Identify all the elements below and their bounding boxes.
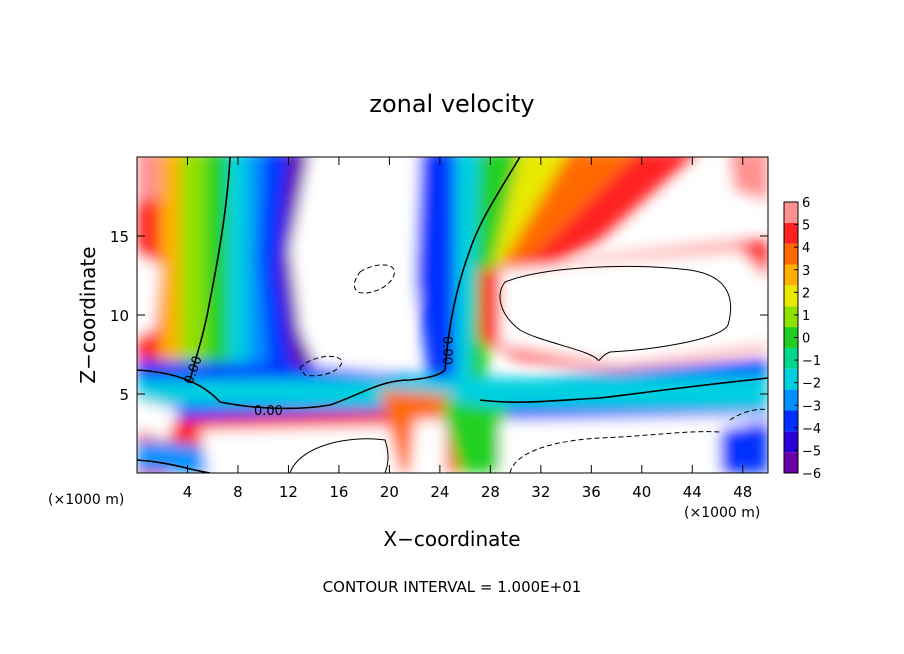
colorbar-swatch — [784, 222, 798, 244]
contour-zero-mid — [444, 157, 521, 371]
x-tick-label: 36 — [582, 483, 601, 501]
x-tick-label: 32 — [531, 483, 550, 501]
contour-interval: CONTOUR INTERVAL = 1.000E+01 — [323, 578, 582, 596]
colorbar-swatch — [784, 327, 798, 348]
colorbar-swatch — [784, 243, 798, 265]
colorbar-swatch — [784, 202, 798, 223]
contour-lines — [137, 157, 768, 473]
colorbar-tick-label: 1 — [802, 309, 810, 324]
x-tick-label: 20 — [380, 483, 399, 501]
colorbar-tick-label: 0 — [802, 332, 810, 347]
colorbar-swatch — [784, 306, 798, 328]
contour-zero-right — [479, 377, 768, 403]
colorbar-tick-label: 4 — [802, 241, 810, 256]
velocity-field — [137, 157, 768, 473]
colorbar-tick-label: −2 — [802, 377, 821, 392]
chart-title: zonal velocity — [369, 90, 534, 118]
contour-labels: 0.00 0.00 0.00 — [182, 336, 454, 419]
colorbar-swatch — [784, 368, 798, 390]
x-tick-label: 8 — [233, 483, 243, 501]
contour-zero-left — [189, 157, 231, 381]
colorbar-tick-label: −3 — [802, 399, 821, 414]
colorbar: 6 5 4 3 2 1 0 −1 −2 −3 −4 −5 −6 — [783, 196, 821, 482]
contour-positive-ring — [499, 265, 732, 361]
x-tick-label: 16 — [329, 483, 348, 501]
contour-dashed-br — [729, 408, 768, 421]
x-unit-right: (×1000 m) — [684, 505, 760, 521]
contour-zero-lower — [137, 369, 446, 410]
y-tick-label: 10 — [110, 307, 129, 325]
contour-dashed-lower — [299, 355, 343, 377]
contour-small-bottom — [289, 438, 389, 473]
x-axis-label: X−coordinate — [383, 527, 520, 551]
plot-area — [137, 157, 768, 473]
x-unit-left: (×1000 m) — [48, 492, 124, 508]
y-tick-label: 5 — [119, 386, 129, 404]
colorbar-tick-label: 6 — [802, 196, 810, 211]
x-tick-label: 28 — [481, 483, 500, 501]
colorbar-tick-label: −5 — [802, 444, 821, 459]
x-tick-label: 44 — [683, 483, 702, 501]
contour-zero-bottom — [137, 459, 211, 473]
x-tick-label: 48 — [733, 483, 752, 501]
colorbar-tick-label: 3 — [802, 264, 810, 279]
contour-dashed-upper — [353, 264, 395, 294]
colorbar-swatch — [784, 285, 798, 307]
colorbar-swatch — [784, 452, 798, 473]
x-tick-label: 24 — [430, 483, 449, 501]
y-axis-label: Z−coordinate — [76, 246, 100, 383]
contour-label: 0.00 — [254, 404, 283, 419]
colorbar-swatch — [784, 410, 798, 432]
x-tick-label: 40 — [632, 483, 651, 501]
x-tick-label: 4 — [183, 483, 193, 501]
colorbar-tick-label: 2 — [802, 286, 810, 301]
contour-label: 0.00 — [439, 336, 454, 365]
colorbar-swatch — [784, 431, 798, 453]
colorbar-swatch — [784, 389, 798, 411]
colorbar-tick-label: −1 — [802, 354, 821, 369]
colorbar-swatch — [784, 347, 798, 369]
colorbar-swatch — [784, 264, 798, 286]
colorbar-tick-label: 5 — [802, 219, 810, 234]
colorbar-tick-label: −4 — [802, 422, 821, 437]
y-tick-label: 15 — [110, 228, 129, 246]
x-tick-label: 12 — [279, 483, 298, 501]
colorbar-tick-label: −6 — [802, 467, 821, 482]
